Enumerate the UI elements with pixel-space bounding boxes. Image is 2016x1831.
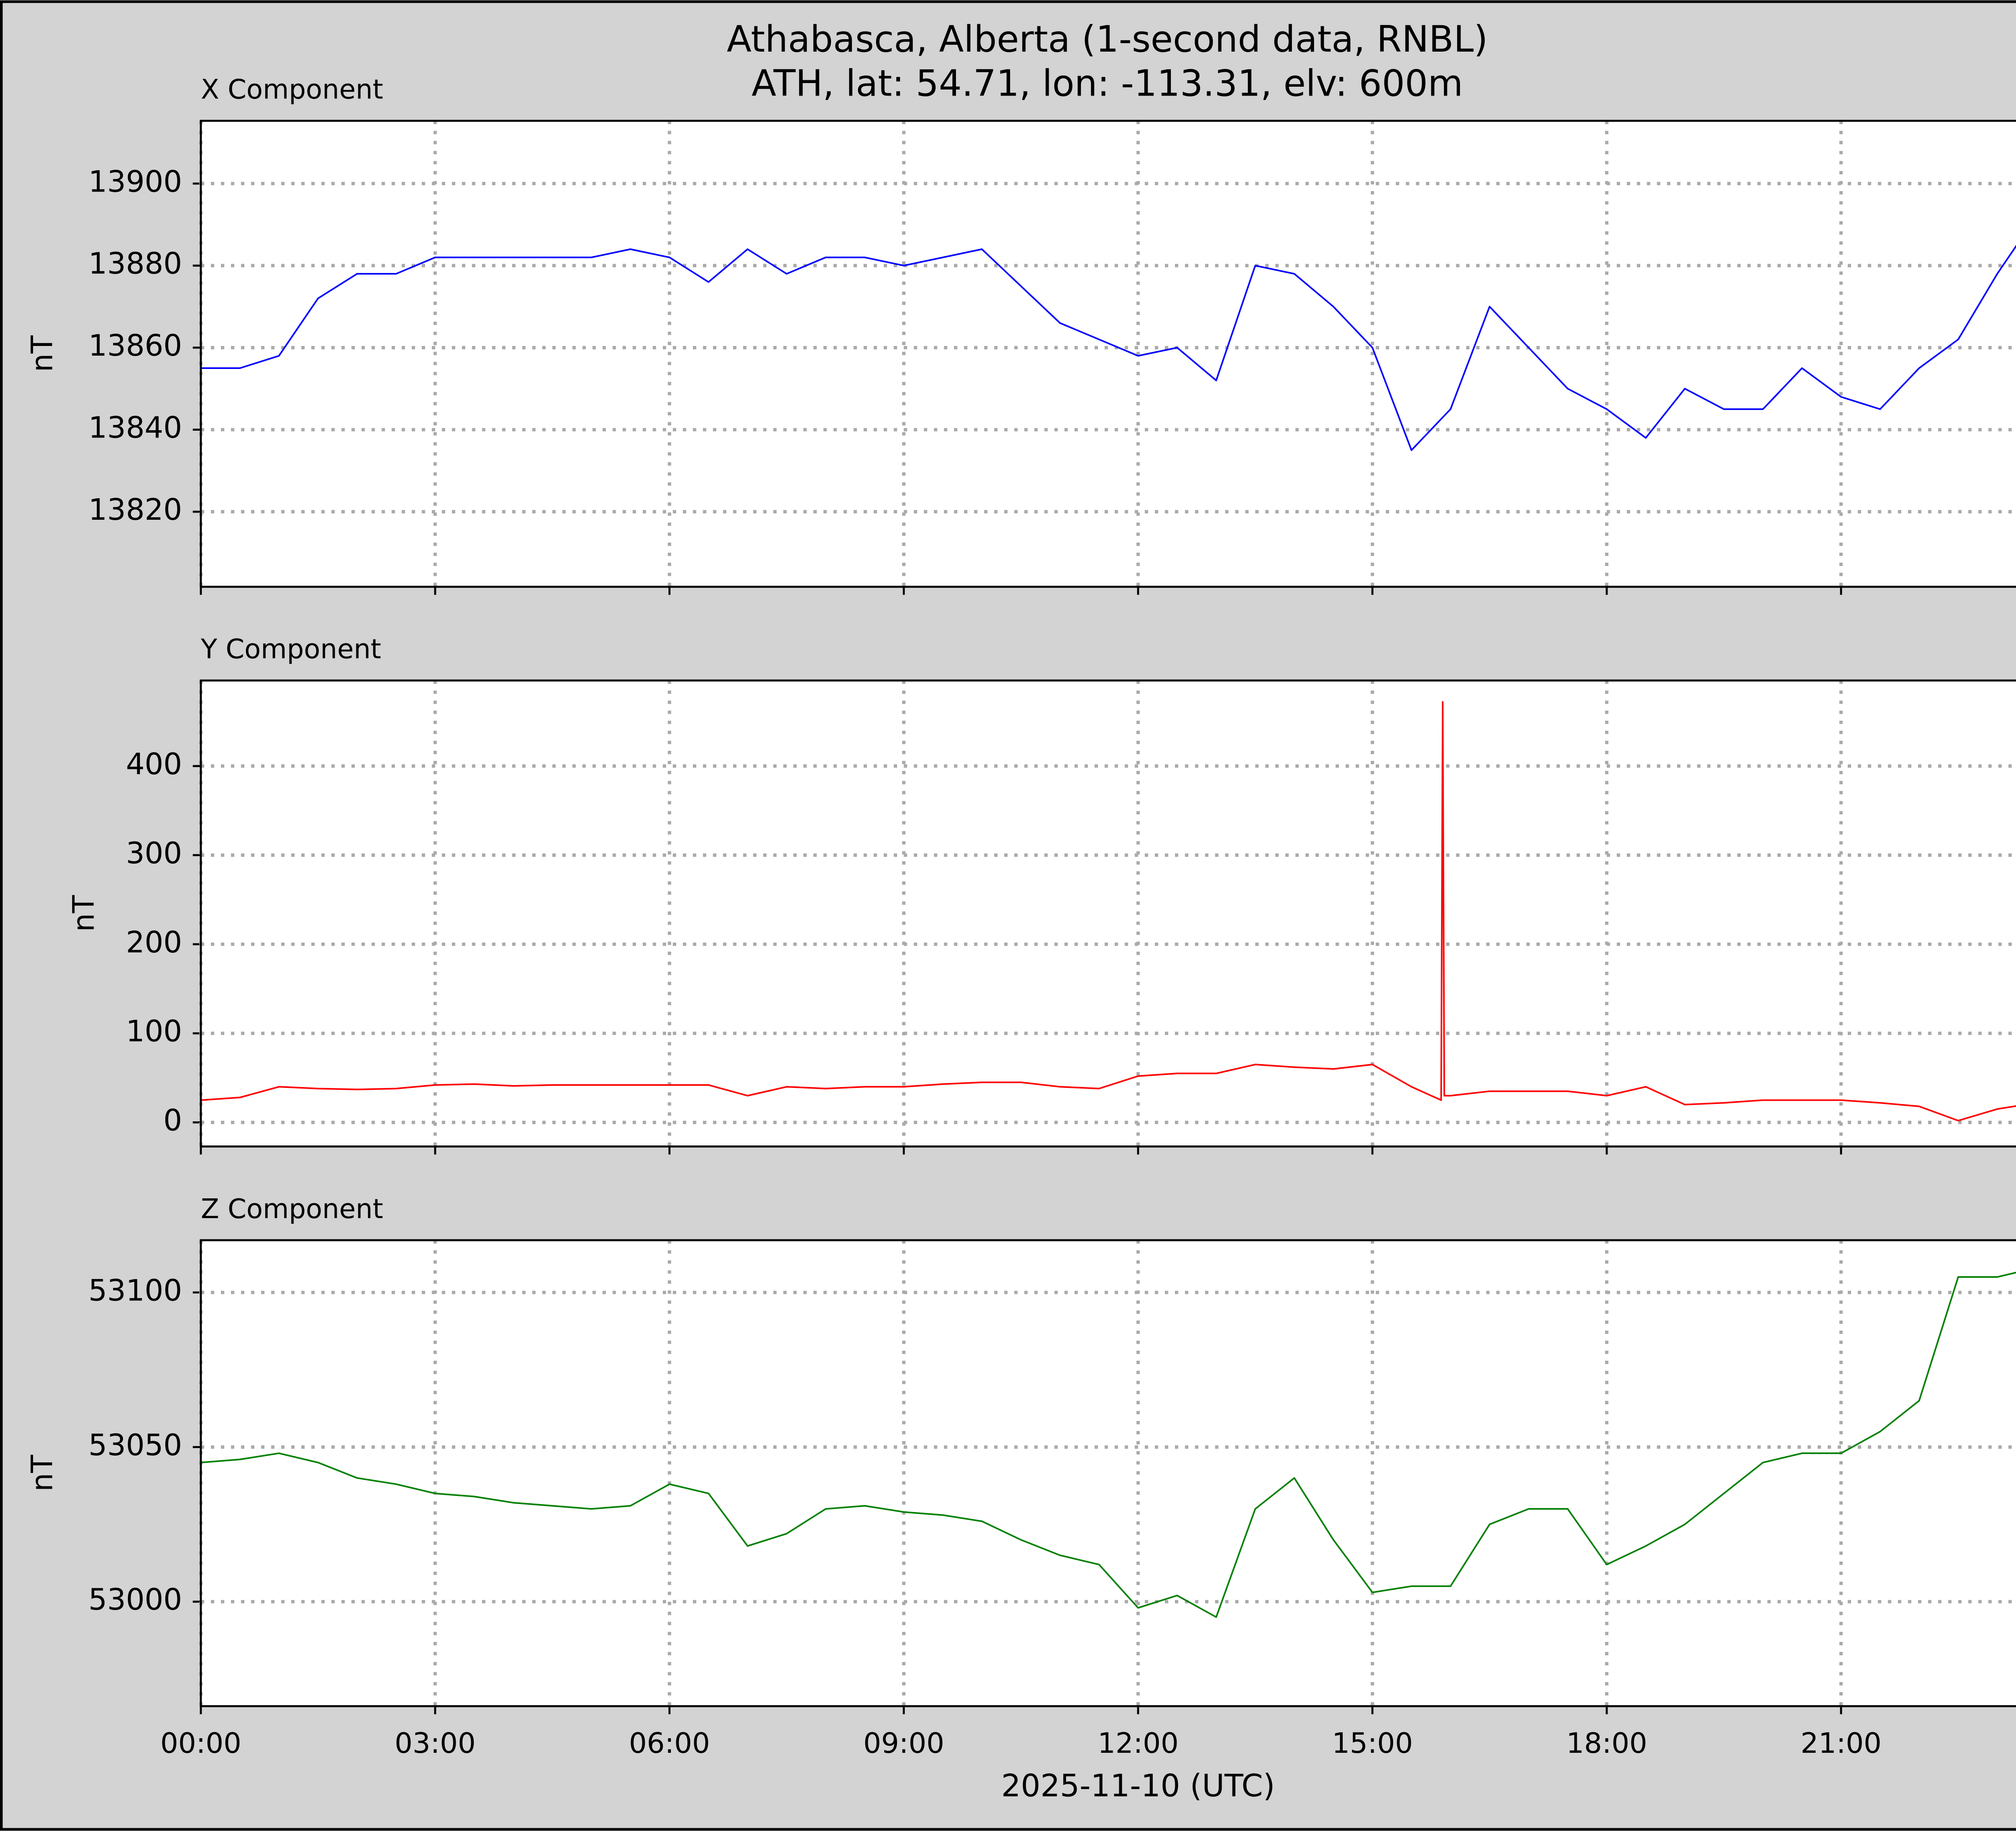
- plot-frame: [200, 679, 2016, 1148]
- x-tick-label: 09:00: [863, 1727, 944, 1760]
- panel-title: Z Component: [201, 1193, 383, 1225]
- x-tick-label: 00:00: [160, 1727, 242, 1760]
- y-axis-label: nT: [25, 335, 60, 372]
- figure-title: Athabasca, Alberta (1-second data, RNBL): [727, 19, 1488, 60]
- y-tick-label: 400: [126, 747, 182, 781]
- panel-title: X Component: [201, 74, 383, 105]
- y-tick-label: 13900: [88, 165, 182, 199]
- figure-subtitle: ATH, lat: 54.71, lon: -113.31, elv: 600m: [752, 63, 1463, 105]
- y-tick-label: 53050: [88, 1428, 182, 1462]
- plot-area: [201, 680, 2016, 1147]
- y-tick-label: 300: [126, 836, 182, 871]
- y-tick-label: 53100: [88, 1273, 182, 1308]
- plot-area: [201, 121, 2016, 587]
- y-tick-label: 100: [126, 1014, 182, 1049]
- plot-frame: [200, 1239, 2016, 1707]
- y-tick-label: 13820: [88, 493, 182, 527]
- y-tick-label: 53000: [88, 1583, 182, 1617]
- y-axis-label: nT: [67, 895, 101, 932]
- data-line: [200, 701, 2016, 1122]
- y-tick-label: 13860: [88, 329, 182, 363]
- x-tick-label: 12:00: [1098, 1727, 1179, 1760]
- plot-frame: [200, 120, 2016, 588]
- x-tick-label: 21:00: [1801, 1727, 1882, 1760]
- y-tick-label: 13880: [88, 247, 182, 281]
- y-tick-label: 13840: [88, 411, 182, 445]
- x-tick-label: 15:00: [1332, 1727, 1413, 1760]
- x-axis-label: 2025-11-10 (UTC): [1001, 1768, 1275, 1804]
- y-tick-label: 0: [163, 1104, 182, 1138]
- data-line: [201, 245, 2016, 451]
- x-tick-label: 18:00: [1566, 1727, 1647, 1760]
- data-line: [200, 1271, 2016, 1618]
- y-tick-label: 200: [126, 925, 182, 960]
- plot-area: [201, 1240, 2016, 1706]
- panel-title: Y Component: [200, 633, 381, 665]
- x-tick-label: 03:00: [395, 1727, 476, 1760]
- x-tick-label: 06:00: [629, 1727, 710, 1760]
- y-axis-label: nT: [25, 1455, 60, 1491]
